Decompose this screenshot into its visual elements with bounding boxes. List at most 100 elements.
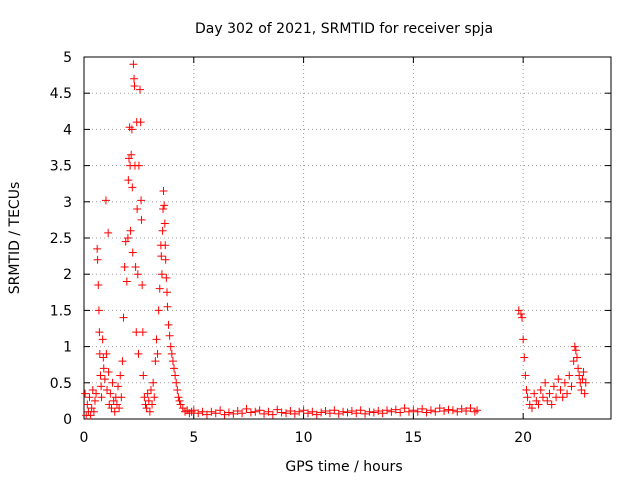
data-point bbox=[549, 382, 558, 391]
data-point bbox=[126, 226, 135, 235]
data-point bbox=[133, 270, 142, 279]
data-point bbox=[154, 306, 163, 315]
data-point bbox=[578, 375, 587, 384]
data-point bbox=[530, 389, 539, 398]
data-point bbox=[387, 407, 396, 416]
data-point bbox=[93, 244, 102, 253]
data-point bbox=[547, 400, 556, 409]
data-point bbox=[224, 408, 233, 417]
data-point bbox=[543, 396, 552, 405]
data-point bbox=[157, 270, 166, 279]
data-point bbox=[404, 407, 413, 416]
data-point bbox=[273, 405, 282, 414]
data-point bbox=[264, 407, 273, 416]
data-point bbox=[400, 404, 409, 413]
data-point bbox=[521, 371, 530, 380]
data-point bbox=[579, 367, 588, 376]
data-point bbox=[563, 389, 572, 398]
data-point bbox=[440, 407, 449, 416]
data-point bbox=[255, 406, 264, 415]
data-point bbox=[89, 407, 98, 416]
y-tick-label: 4.5 bbox=[50, 86, 72, 102]
x-tick-label: 20 bbox=[514, 430, 532, 446]
data-point bbox=[572, 353, 581, 362]
data-point bbox=[321, 407, 330, 416]
data-point bbox=[129, 60, 138, 69]
data-point bbox=[383, 406, 392, 415]
data-point bbox=[139, 371, 148, 380]
data-point bbox=[220, 410, 229, 419]
data-point bbox=[145, 407, 154, 416]
data-point bbox=[142, 404, 151, 413]
data-point bbox=[172, 378, 181, 387]
data-point bbox=[127, 125, 136, 134]
data-point bbox=[92, 389, 101, 398]
data-point bbox=[148, 400, 157, 409]
data-point bbox=[157, 252, 166, 261]
y-tick-label: 3 bbox=[63, 195, 72, 211]
data-point bbox=[149, 378, 158, 387]
data-point bbox=[130, 74, 139, 83]
data-point bbox=[163, 302, 172, 311]
y-tick-label: 3.5 bbox=[50, 159, 72, 175]
data-point bbox=[334, 409, 343, 418]
data-point bbox=[536, 386, 545, 395]
data-point bbox=[520, 353, 529, 362]
data-point bbox=[567, 382, 576, 391]
data-point bbox=[343, 408, 352, 417]
data-point bbox=[534, 400, 543, 409]
data-point bbox=[152, 335, 161, 344]
data-point bbox=[167, 349, 176, 358]
data-point bbox=[238, 409, 247, 418]
y-tick-label: 4 bbox=[63, 122, 72, 138]
data-point bbox=[161, 241, 170, 250]
data-point bbox=[317, 408, 326, 417]
data-point bbox=[101, 196, 110, 205]
data-point bbox=[229, 409, 238, 418]
x-axis: 0 5 10 15 20 bbox=[80, 57, 532, 446]
data-point bbox=[325, 409, 334, 418]
data-point bbox=[538, 393, 547, 402]
data-point bbox=[114, 382, 123, 391]
data-point bbox=[413, 407, 422, 416]
data-point bbox=[108, 378, 117, 387]
data-point bbox=[102, 349, 111, 358]
data-point bbox=[356, 406, 365, 415]
data-point bbox=[295, 407, 304, 416]
data-point bbox=[522, 386, 531, 395]
data-point bbox=[163, 288, 172, 297]
data-point bbox=[246, 408, 255, 417]
data-point bbox=[268, 410, 277, 419]
data-point bbox=[104, 228, 113, 237]
data-point bbox=[130, 81, 139, 90]
data-point bbox=[426, 406, 435, 415]
data-point bbox=[580, 389, 589, 398]
data-point bbox=[378, 409, 387, 418]
data-point bbox=[473, 406, 482, 415]
data-point bbox=[207, 407, 216, 416]
data-point bbox=[97, 382, 106, 391]
data-point bbox=[290, 409, 299, 418]
data-point bbox=[347, 407, 356, 416]
data-point bbox=[100, 375, 109, 384]
data-point bbox=[435, 404, 444, 413]
data-point bbox=[118, 357, 127, 366]
data-point bbox=[166, 342, 175, 351]
data-point bbox=[308, 407, 317, 416]
data-point bbox=[365, 407, 374, 416]
data-point bbox=[117, 393, 126, 402]
data-point bbox=[577, 386, 586, 395]
data-point bbox=[131, 262, 140, 271]
data-point bbox=[136, 118, 145, 127]
data-point bbox=[569, 357, 578, 366]
data-point bbox=[124, 176, 133, 185]
data-point bbox=[159, 205, 168, 214]
data-point bbox=[312, 410, 321, 419]
data-point bbox=[457, 404, 466, 413]
data-point bbox=[99, 364, 108, 373]
y-tick-label: 5 bbox=[63, 50, 72, 66]
data-point bbox=[571, 346, 580, 355]
data-point bbox=[146, 386, 155, 395]
y-tick-label: 2 bbox=[63, 267, 72, 283]
